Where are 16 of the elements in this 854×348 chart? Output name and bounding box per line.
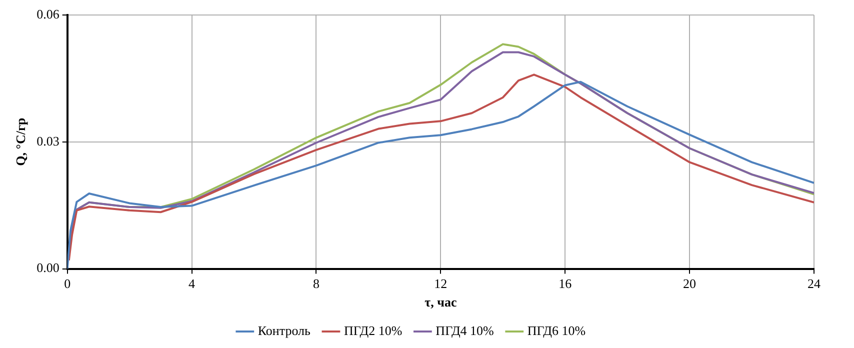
y-tick-label: 0.06 [36,6,60,22]
legend-label: Контроль [258,322,311,338]
x-tick-label: 4 [188,276,196,292]
y-axis-title: Q, °C/гр [13,118,28,166]
x-axis-title: τ, час [424,294,457,310]
x-tick-label: 16 [558,276,572,292]
legend-label: ПГД4 10% [436,322,494,338]
x-tick-label: 20 [683,276,696,292]
x-tick-label: 0 [64,276,71,292]
y-tick-label: 0.03 [36,133,60,148]
x-tick-label: 12 [434,276,448,292]
legend-label: ПГД2 10% [344,322,402,338]
legend-label: ПГД6 10% [527,322,586,338]
x-tick-label: 24 [808,276,821,292]
y-tick-label: 0.00 [36,260,60,276]
x-tick-label: 8 [312,276,320,292]
